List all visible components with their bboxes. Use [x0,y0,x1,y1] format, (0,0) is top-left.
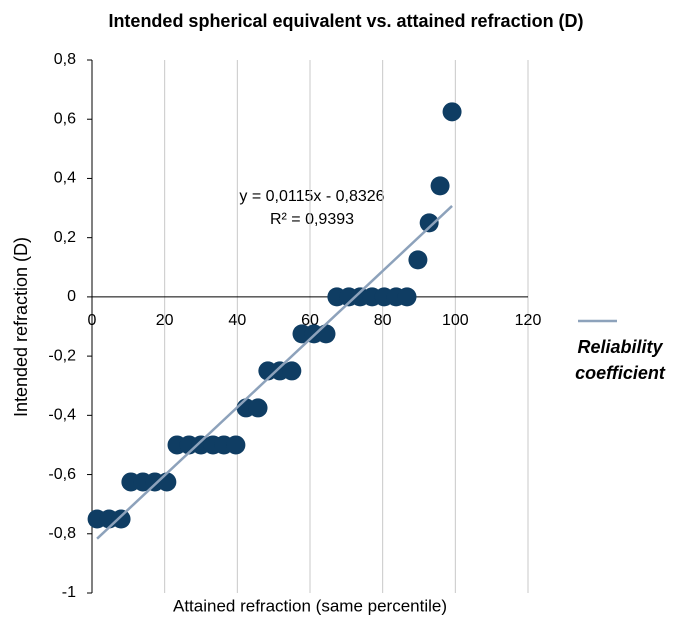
point [282,361,302,381]
y-tick-label: 0,4 [54,170,76,187]
point [111,509,131,529]
legend-label: Reliability coefficient [575,337,665,383]
y-tick-label: -0,2 [48,347,76,364]
point [408,250,428,270]
point [248,398,268,418]
y-tick-label: -0,8 [48,525,76,542]
y-tick-label: 0,2 [54,229,76,246]
point [442,102,462,122]
x-tick-label: 120 [515,312,542,329]
y-tick-label: -0,4 [48,407,76,424]
x-tick-label: 40 [228,312,246,329]
y-tick-label: 0,8 [54,51,76,68]
point [226,435,246,455]
trendline-equation: y = 0,0115x - 0,8326 [239,188,384,205]
y-tick-label: -0,6 [48,466,76,483]
point [316,324,336,344]
point [157,472,177,492]
y-tick-label: -1 [62,584,76,601]
point [430,176,450,196]
chart-title: Intended spherical equivalent vs. attain… [108,11,583,31]
point [397,287,417,307]
x-tick-label: 20 [156,312,174,329]
y-tick-label: 0,6 [54,110,76,127]
y-axis-label: Intended refraction (D) [11,237,31,417]
trendline-r2: R² = 0,9393 [270,211,354,228]
x-tick-label: 100 [442,312,469,329]
x-axis-label: Attained refraction (same percentile) [173,596,447,615]
trendline [96,205,453,540]
y-tick-label: 0 [67,288,76,305]
point [419,213,439,233]
x-tick-label: 80 [374,312,392,329]
